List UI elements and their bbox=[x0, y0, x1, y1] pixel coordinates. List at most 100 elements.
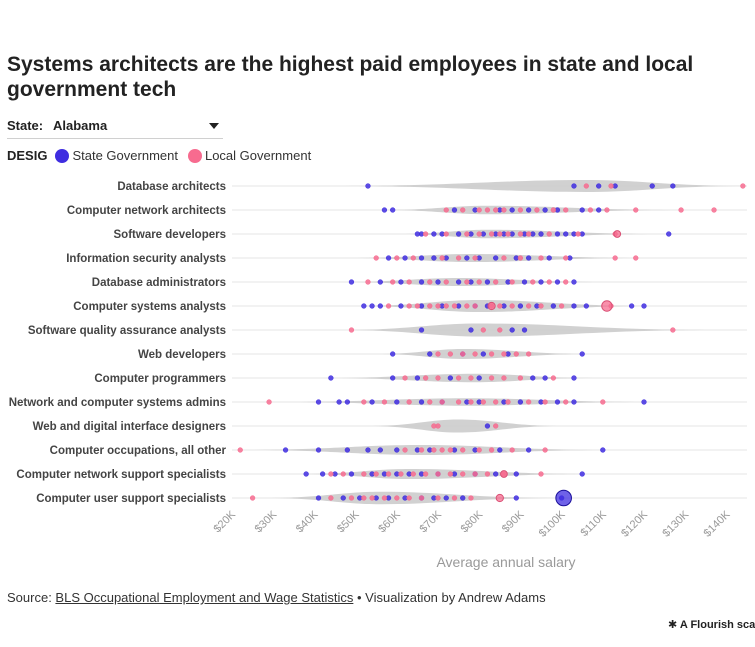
data-point bbox=[563, 207, 569, 213]
data-point bbox=[583, 183, 589, 189]
flourish-credit[interactable]: ✱ A Flourish scatte bbox=[668, 618, 755, 631]
data-point bbox=[468, 375, 474, 381]
x-tick-label: $30K bbox=[253, 508, 280, 535]
data-point bbox=[542, 447, 548, 453]
data-point bbox=[398, 279, 404, 285]
data-point bbox=[361, 471, 367, 477]
data-point bbox=[513, 471, 519, 477]
data-point bbox=[348, 495, 355, 501]
data-point bbox=[402, 255, 408, 261]
distribution-shape bbox=[339, 323, 719, 337]
data-point bbox=[612, 255, 618, 261]
data-point bbox=[361, 399, 367, 405]
data-point bbox=[530, 375, 536, 381]
data-point bbox=[390, 351, 396, 357]
data-point bbox=[538, 471, 544, 477]
data-point bbox=[365, 447, 371, 453]
data-point bbox=[344, 447, 351, 453]
category-label: Software quality assurance analysts bbox=[28, 325, 226, 337]
data-point-large bbox=[613, 230, 622, 238]
data-point bbox=[439, 255, 445, 261]
data-point bbox=[542, 375, 548, 381]
data-point bbox=[525, 207, 532, 213]
data-point bbox=[493, 399, 499, 405]
salary-scatter-chart: Database architects Computer network arch… bbox=[9, 180, 747, 570]
data-point bbox=[509, 279, 515, 285]
data-point bbox=[282, 447, 289, 453]
data-point bbox=[525, 351, 532, 357]
x-tick-label: $80K bbox=[459, 508, 486, 535]
data-point bbox=[455, 375, 462, 381]
data-point bbox=[517, 399, 524, 405]
data-point bbox=[517, 303, 524, 309]
data-point bbox=[418, 447, 425, 453]
x-tick-label: $140K bbox=[702, 508, 733, 539]
data-point bbox=[525, 303, 532, 309]
category-label: Network and computer systems admins bbox=[9, 397, 226, 409]
source-line: Source: BLS Occupational Employment and … bbox=[7, 590, 546, 605]
legend-label-local: Local Government bbox=[204, 148, 312, 163]
data-point bbox=[451, 207, 458, 213]
data-point bbox=[439, 447, 445, 453]
data-point bbox=[546, 255, 552, 261]
data-point bbox=[427, 399, 433, 405]
data-point bbox=[505, 231, 511, 237]
data-point bbox=[315, 447, 322, 453]
category-label: Information security analysts bbox=[66, 253, 226, 265]
data-point bbox=[563, 399, 569, 405]
data-point bbox=[472, 351, 478, 357]
x-tick-label: $130K bbox=[660, 508, 691, 539]
data-point bbox=[472, 255, 478, 261]
data-point bbox=[525, 255, 532, 261]
data-point-large bbox=[601, 300, 613, 312]
data-point bbox=[435, 303, 441, 309]
data-point bbox=[600, 447, 606, 453]
data-point bbox=[443, 303, 449, 309]
data-point bbox=[554, 399, 561, 405]
data-point bbox=[476, 375, 482, 381]
data-point bbox=[517, 207, 524, 213]
state-filter-value: Alabama bbox=[53, 118, 108, 133]
data-point bbox=[390, 207, 396, 213]
category-label: Computer user support specialists bbox=[36, 493, 226, 505]
data-point bbox=[398, 471, 404, 477]
data-point bbox=[476, 447, 482, 453]
data-point bbox=[328, 471, 334, 477]
data-point bbox=[633, 207, 639, 213]
data-point bbox=[406, 399, 412, 405]
data-point bbox=[328, 495, 334, 501]
x-tick-label: $60K bbox=[376, 508, 403, 535]
data-point bbox=[249, 495, 256, 501]
data-point bbox=[340, 495, 346, 501]
data-point bbox=[418, 399, 425, 405]
category-label: Computer network support specialists bbox=[16, 469, 226, 481]
data-point bbox=[579, 207, 585, 213]
data-point bbox=[414, 375, 421, 381]
data-point bbox=[493, 207, 499, 213]
data-point bbox=[563, 255, 569, 261]
data-point bbox=[571, 183, 577, 189]
legend-item-state[interactable]: State Government bbox=[55, 148, 178, 163]
x-tick-label: $100K bbox=[537, 508, 568, 539]
data-point bbox=[517, 231, 524, 237]
data-point bbox=[427, 303, 433, 309]
data-point bbox=[628, 303, 635, 309]
data-point bbox=[641, 303, 647, 309]
source-link[interactable]: BLS Occupational Employment and Wage Sta… bbox=[55, 590, 354, 605]
asterisk-icon: ✱ bbox=[668, 619, 680, 631]
data-point bbox=[315, 495, 322, 501]
data-point bbox=[476, 207, 482, 213]
data-point bbox=[513, 495, 519, 501]
legend-item-local[interactable]: Local Government bbox=[187, 148, 312, 163]
data-point bbox=[571, 399, 577, 405]
data-point bbox=[361, 303, 367, 309]
data-point bbox=[385, 303, 392, 309]
data-point bbox=[431, 255, 437, 261]
distribution-shape bbox=[240, 445, 612, 455]
data-point bbox=[740, 183, 746, 189]
data-point bbox=[538, 231, 544, 237]
flourish-credit-label: A Flourish scatte bbox=[679, 619, 755, 631]
data-point bbox=[435, 279, 441, 285]
state-filter-dropdown[interactable]: State: Alabama bbox=[7, 118, 223, 139]
data-point bbox=[583, 303, 589, 309]
